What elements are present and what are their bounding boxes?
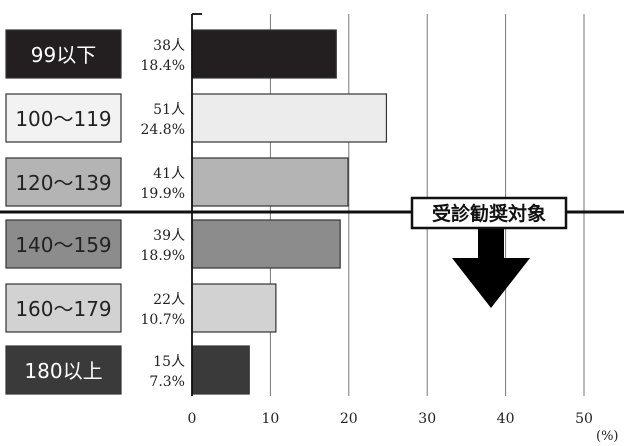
- x-axis: 0 10 20 30 40 50(%): [188, 13, 619, 444]
- count-label: 38人: [153, 38, 185, 54]
- x-unit-label: (%): [596, 429, 619, 444]
- category-label: 160〜179: [15, 297, 111, 321]
- count-label: 51人: [153, 102, 185, 118]
- count-label: 41人: [153, 166, 185, 182]
- category-box: [5, 345, 122, 395]
- category-label: 180以上: [24, 359, 102, 383]
- percent-label: 7.3%: [149, 374, 185, 390]
- category-box: [5, 157, 122, 207]
- category-label: 99以下: [31, 43, 96, 67]
- bar: [191, 157, 349, 207]
- count-label: 15人: [153, 354, 185, 370]
- bar: [191, 345, 250, 395]
- bar: [191, 283, 277, 333]
- count-labels: 38人 18.4% 51人 24.8% 41人 19.9% 39人 18.9% 22人 10.7%…: [141, 38, 185, 390]
- x-tick-label: 30: [418, 411, 436, 427]
- bar: [191, 29, 337, 79]
- percent-label: 18.9%: [141, 248, 185, 264]
- category-labels: 99以下 100〜119 120〜139 140〜159 160〜179 180以上: [5, 29, 122, 395]
- category-label: 100〜119: [15, 107, 111, 131]
- x-tick-label: 10: [261, 411, 279, 427]
- category-box: [5, 219, 122, 269]
- category-label: 120〜139: [15, 171, 111, 195]
- x-tick-label: 40: [497, 411, 515, 427]
- bar: [191, 219, 341, 269]
- percent-label: 24.8%: [141, 122, 185, 138]
- count-label: 22人: [153, 292, 185, 308]
- annotation-text: 受診勧奨対象: [432, 202, 546, 225]
- x-tick-label: 0: [188, 411, 197, 427]
- threshold-annotation: 受診勧奨対象: [0, 196, 624, 308]
- annotation-box: [410, 196, 568, 230]
- category-box: [5, 29, 122, 79]
- percent-label: 10.7%: [141, 312, 185, 328]
- percent-label: 18.4%: [141, 58, 185, 74]
- category-box: [5, 93, 122, 143]
- x-tick-label: 50: [575, 411, 593, 427]
- count-label: 39人: [153, 228, 185, 244]
- category-label: 140〜159: [15, 233, 111, 257]
- bar: [191, 93, 388, 143]
- percent-label: 19.9%: [141, 186, 185, 202]
- x-tick-label: 20: [340, 411, 358, 427]
- down-arrow-icon: [452, 228, 530, 308]
- category-box: [5, 283, 122, 333]
